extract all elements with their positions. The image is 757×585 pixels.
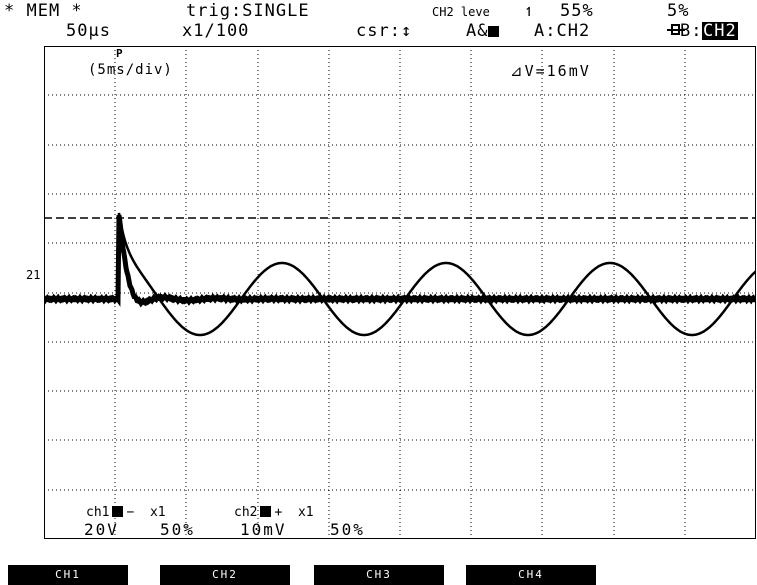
cursor-marker: P — [116, 47, 123, 60]
cursor-ab-label: A& — [466, 21, 500, 41]
zoom-ratio: x1/100 — [182, 21, 250, 41]
softkey-ch2[interactable]: CH2 — [160, 565, 290, 585]
trigger-slope-icon: ↿ — [524, 1, 536, 21]
sample-rate: 50µs — [66, 21, 111, 41]
ch1-position: 50% — [160, 520, 195, 539]
memory-mode-label: * MEM * — [4, 1, 83, 21]
ch2-trace — [44, 212, 756, 337]
softkey-ch4[interactable]: CH4 — [466, 565, 596, 585]
softkey-ch3[interactable]: CH3 — [314, 565, 444, 585]
cursor-b-channel: CH2 — [702, 21, 738, 41]
ch1-label: ch1 — [86, 505, 110, 520]
graticule — [44, 46, 756, 539]
cursor-ab-text: A& — [466, 21, 489, 41]
delta-v-readout: ⊿V=16mV — [510, 62, 591, 80]
softkey-ch1[interactable]: CH1 — [8, 565, 128, 585]
ch2-probe: x1 — [297, 505, 314, 520]
trigger-level: 55% — [560, 1, 594, 21]
ch1-probe: x1 — [149, 505, 166, 520]
trigger-mode: trig:SINGLE — [186, 1, 310, 21]
waveform-display[interactable] — [44, 46, 756, 539]
ch1-volts-div: 20V — [84, 520, 119, 539]
cursor-b-block-icon — [488, 26, 500, 37]
ch1-color-icon — [112, 506, 124, 517]
ch2-volts-div: 10mV — [240, 520, 287, 539]
timebase-label: (5ms/div) — [88, 62, 173, 78]
cursor-mode: csr:↕ — [356, 21, 413, 41]
level-marker-label: 21 — [26, 268, 41, 282]
ch2-label: ch2 — [234, 505, 258, 520]
pretrigger-value: 5% — [667, 1, 690, 21]
ch1-settings: ch1 − x1 — [86, 505, 166, 520]
ch1-trace — [44, 214, 756, 308]
ch2-settings: ch2 + x1 — [234, 505, 314, 520]
ch2-sign: + — [274, 505, 283, 520]
ch2-color-icon — [260, 506, 272, 517]
ch1-invert-sign: − — [126, 505, 135, 520]
trigger-source: CH2 leve — [432, 5, 490, 19]
pretrigger-icon — [648, 3, 686, 35]
cursor-a-channel: A:CH2 — [534, 21, 591, 41]
cursor-b-label: B: — [680, 21, 703, 41]
ch2-position: 50% — [330, 520, 365, 539]
waveform-traces — [44, 212, 756, 337]
